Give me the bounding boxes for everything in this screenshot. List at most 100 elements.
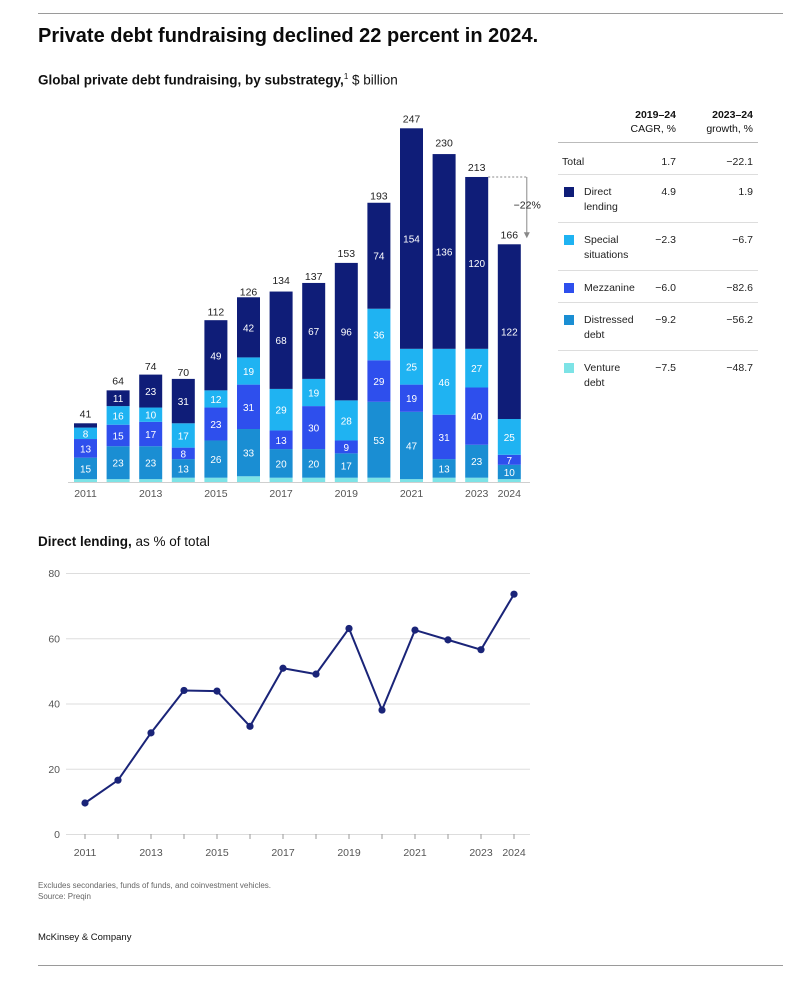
bar-special-situations-2013	[139, 407, 163, 422]
table-cagr-special-situations: −2.3	[655, 234, 676, 246]
bar-distressed-debt-2024	[497, 464, 521, 480]
x-tick-label-2021: 2021	[400, 488, 424, 500]
data-point-2018	[312, 670, 320, 678]
bar-label-direct-lending-2019: 96	[341, 328, 353, 339]
x-tick-label-2015: 2015	[205, 847, 229, 859]
bar-label-mezzanine-2017: 13	[276, 436, 288, 447]
bar-label-mezzanine-2020: 29	[373, 377, 385, 388]
table-row-label-direct-lending: Direct	[584, 186, 612, 198]
bar-distressed-debt-2016	[237, 429, 260, 477]
bar-total-2011: 41	[80, 408, 92, 420]
bar-label-mezzanine-2011: 13	[80, 444, 92, 455]
bar-direct-lending-2021	[400, 128, 423, 349]
bar-total-2016: 126	[240, 287, 258, 299]
bar-direct-lending-2023	[465, 176, 489, 349]
data-point-2016	[246, 722, 254, 730]
bar-mezzanine-2012	[106, 424, 130, 447]
data-point-2019	[345, 624, 353, 633]
bar-label-direct-lending-2012: 11	[113, 394, 124, 405]
bar-label-direct-lending-2024: 122	[501, 328, 518, 339]
bar-mezzanine-2011	[74, 439, 97, 458]
source-text: Source: Preqin	[38, 892, 91, 901]
bar-label-distressed-debt-2013: 23	[145, 459, 157, 470]
table-growth-venture-debt: −48.7	[726, 362, 753, 374]
bar-venture-debt-2019	[334, 477, 358, 482]
bar-direct-lending-2020	[367, 202, 391, 309]
x-tick-label-2017: 2017	[269, 488, 293, 500]
bar-direct-lending-2018	[302, 282, 326, 379]
line-chart: 0 20 40 60 80 2011 2013 2015 2017 2019 2021 2023 202…	[48, 568, 530, 859]
x-tick-label-2011: 2011	[74, 488, 97, 500]
bar-label-distressed-debt-2022: 13	[439, 464, 451, 475]
bar-label-special-situations-2012: 16	[113, 411, 125, 422]
bar-label-distressed-debt-2020: 53	[373, 436, 385, 447]
bar-label-mezzanine-2024: 7	[507, 456, 513, 467]
bar-special-situations-2023	[465, 348, 489, 388]
annotation-arrow-head	[523, 232, 530, 239]
bar-total-2012: 64	[112, 375, 124, 387]
table-cagr-venture-debt: −7.5	[655, 362, 676, 374]
table-row-label-venture-debt: debt	[584, 377, 605, 389]
x-tick-label-2024: 2024	[498, 488, 522, 500]
bar-mezzanine-2013	[139, 421, 163, 447]
bar-label-special-situations-2023: 27	[471, 364, 483, 375]
bar-label-special-situations-2011: 8	[83, 429, 89, 440]
x-tick-label-2024: 2024	[502, 847, 526, 859]
bar-label-distressed-debt-2016: 33	[243, 449, 255, 460]
bar-mezzanine-2017	[269, 430, 293, 450]
bar-label-mezzanine-2013: 17	[145, 430, 157, 441]
legend-swatch-mezzanine	[564, 283, 574, 293]
bar-distressed-debt-2012	[106, 446, 130, 480]
top-rule	[38, 13, 783, 14]
bar-label-distressed-debt-2024: 10	[504, 468, 516, 479]
bar-distressed-debt-2023	[465, 444, 489, 478]
data-point-2013	[147, 729, 155, 737]
bar-total-2013: 74	[145, 361, 157, 373]
table-cagr-mezzanine: −6.0	[655, 282, 676, 294]
bar-distressed-debt-2018	[302, 449, 326, 478]
bar-venture-debt-2016	[237, 476, 260, 482]
bar-label-special-situations-2014: 17	[178, 431, 190, 442]
bar-chart: 1513841201123151611642317102374201313817…	[68, 113, 541, 500]
y-tick-label-20: 20	[48, 764, 60, 776]
table-row-label-distressed-debt: debt	[584, 329, 605, 341]
table-row-label-special-situations: Special	[584, 234, 618, 246]
table-growth-distressed-debt: −56.2	[726, 314, 753, 326]
bar-distressed-debt-2022	[432, 459, 456, 478]
bar-special-situations-2020	[367, 308, 391, 361]
bar-direct-lending-2017	[269, 291, 293, 389]
bar-venture-debt-2020	[367, 477, 391, 482]
x-tick-label-2021: 2021	[403, 847, 427, 859]
footnote-marker: 1	[343, 72, 349, 81]
brand-name: McKinsey & Company	[38, 932, 132, 943]
bar-total-2018: 137	[305, 271, 323, 283]
legend-swatch-distressed-debt	[564, 315, 574, 325]
bar-direct-lending-2016	[237, 297, 260, 358]
data-point-2021	[411, 626, 419, 634]
bar-distressed-debt-2020	[367, 401, 391, 478]
bar-chart-title: Global private debt fundraising, by subs…	[38, 72, 344, 88]
bar-mezzanine-2019	[334, 440, 358, 454]
bar-label-special-situations-2013: 10	[145, 411, 157, 422]
line-chart-subtitle: Direct lending, as % of total	[38, 534, 210, 549]
bar-distressed-debt-2021	[400, 411, 423, 480]
bar-distressed-debt-2015	[204, 440, 228, 478]
data-point-2011	[81, 799, 89, 807]
bar-label-mezzanine-2021: 19	[406, 394, 418, 405]
footnote: Excludes secondaries, funds of funds, an…	[38, 880, 271, 902]
bar-mezzanine-2016	[237, 384, 260, 430]
bar-venture-debt-2014	[171, 477, 195, 482]
bar-mezzanine-2024	[497, 454, 521, 465]
bar-special-situations-2012	[106, 406, 130, 425]
data-point-2022	[444, 636, 452, 644]
data-point-2012	[114, 776, 122, 784]
bar-label-distressed-debt-2021: 47	[406, 441, 418, 452]
bar-label-distressed-debt-2015: 26	[210, 455, 222, 466]
bar-label-direct-lending-2023: 120	[468, 259, 485, 270]
bar-mezzanine-2023	[465, 387, 489, 445]
growth-table: 2019–24 CAGR, % 2023–24 growth, % Total 1.7 −2…	[558, 109, 758, 389]
bottom-rule	[38, 965, 783, 966]
data-point-2020	[378, 706, 386, 714]
table-cagr-direct-lending: 4.9	[661, 186, 676, 198]
bar-direct-lending-2019	[334, 262, 358, 401]
